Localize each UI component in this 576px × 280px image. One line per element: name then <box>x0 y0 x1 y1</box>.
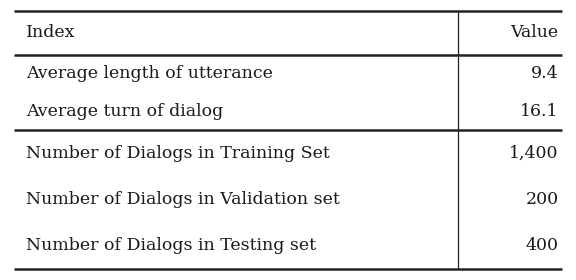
Text: 1,400: 1,400 <box>509 145 559 162</box>
Text: Number of Dialogs in Training Set: Number of Dialogs in Training Set <box>26 145 329 162</box>
Text: Average turn of dialog: Average turn of dialog <box>26 103 223 120</box>
Text: Average length of utterance: Average length of utterance <box>26 65 273 82</box>
Text: 16.1: 16.1 <box>520 103 559 120</box>
Text: 200: 200 <box>525 191 559 208</box>
Text: Index: Index <box>26 24 75 41</box>
Text: Number of Dialogs in Validation set: Number of Dialogs in Validation set <box>26 191 340 208</box>
Text: 400: 400 <box>526 237 559 254</box>
Text: 9.4: 9.4 <box>531 65 559 82</box>
Text: Number of Dialogs in Testing set: Number of Dialogs in Testing set <box>26 237 316 254</box>
Text: Value: Value <box>510 24 559 41</box>
